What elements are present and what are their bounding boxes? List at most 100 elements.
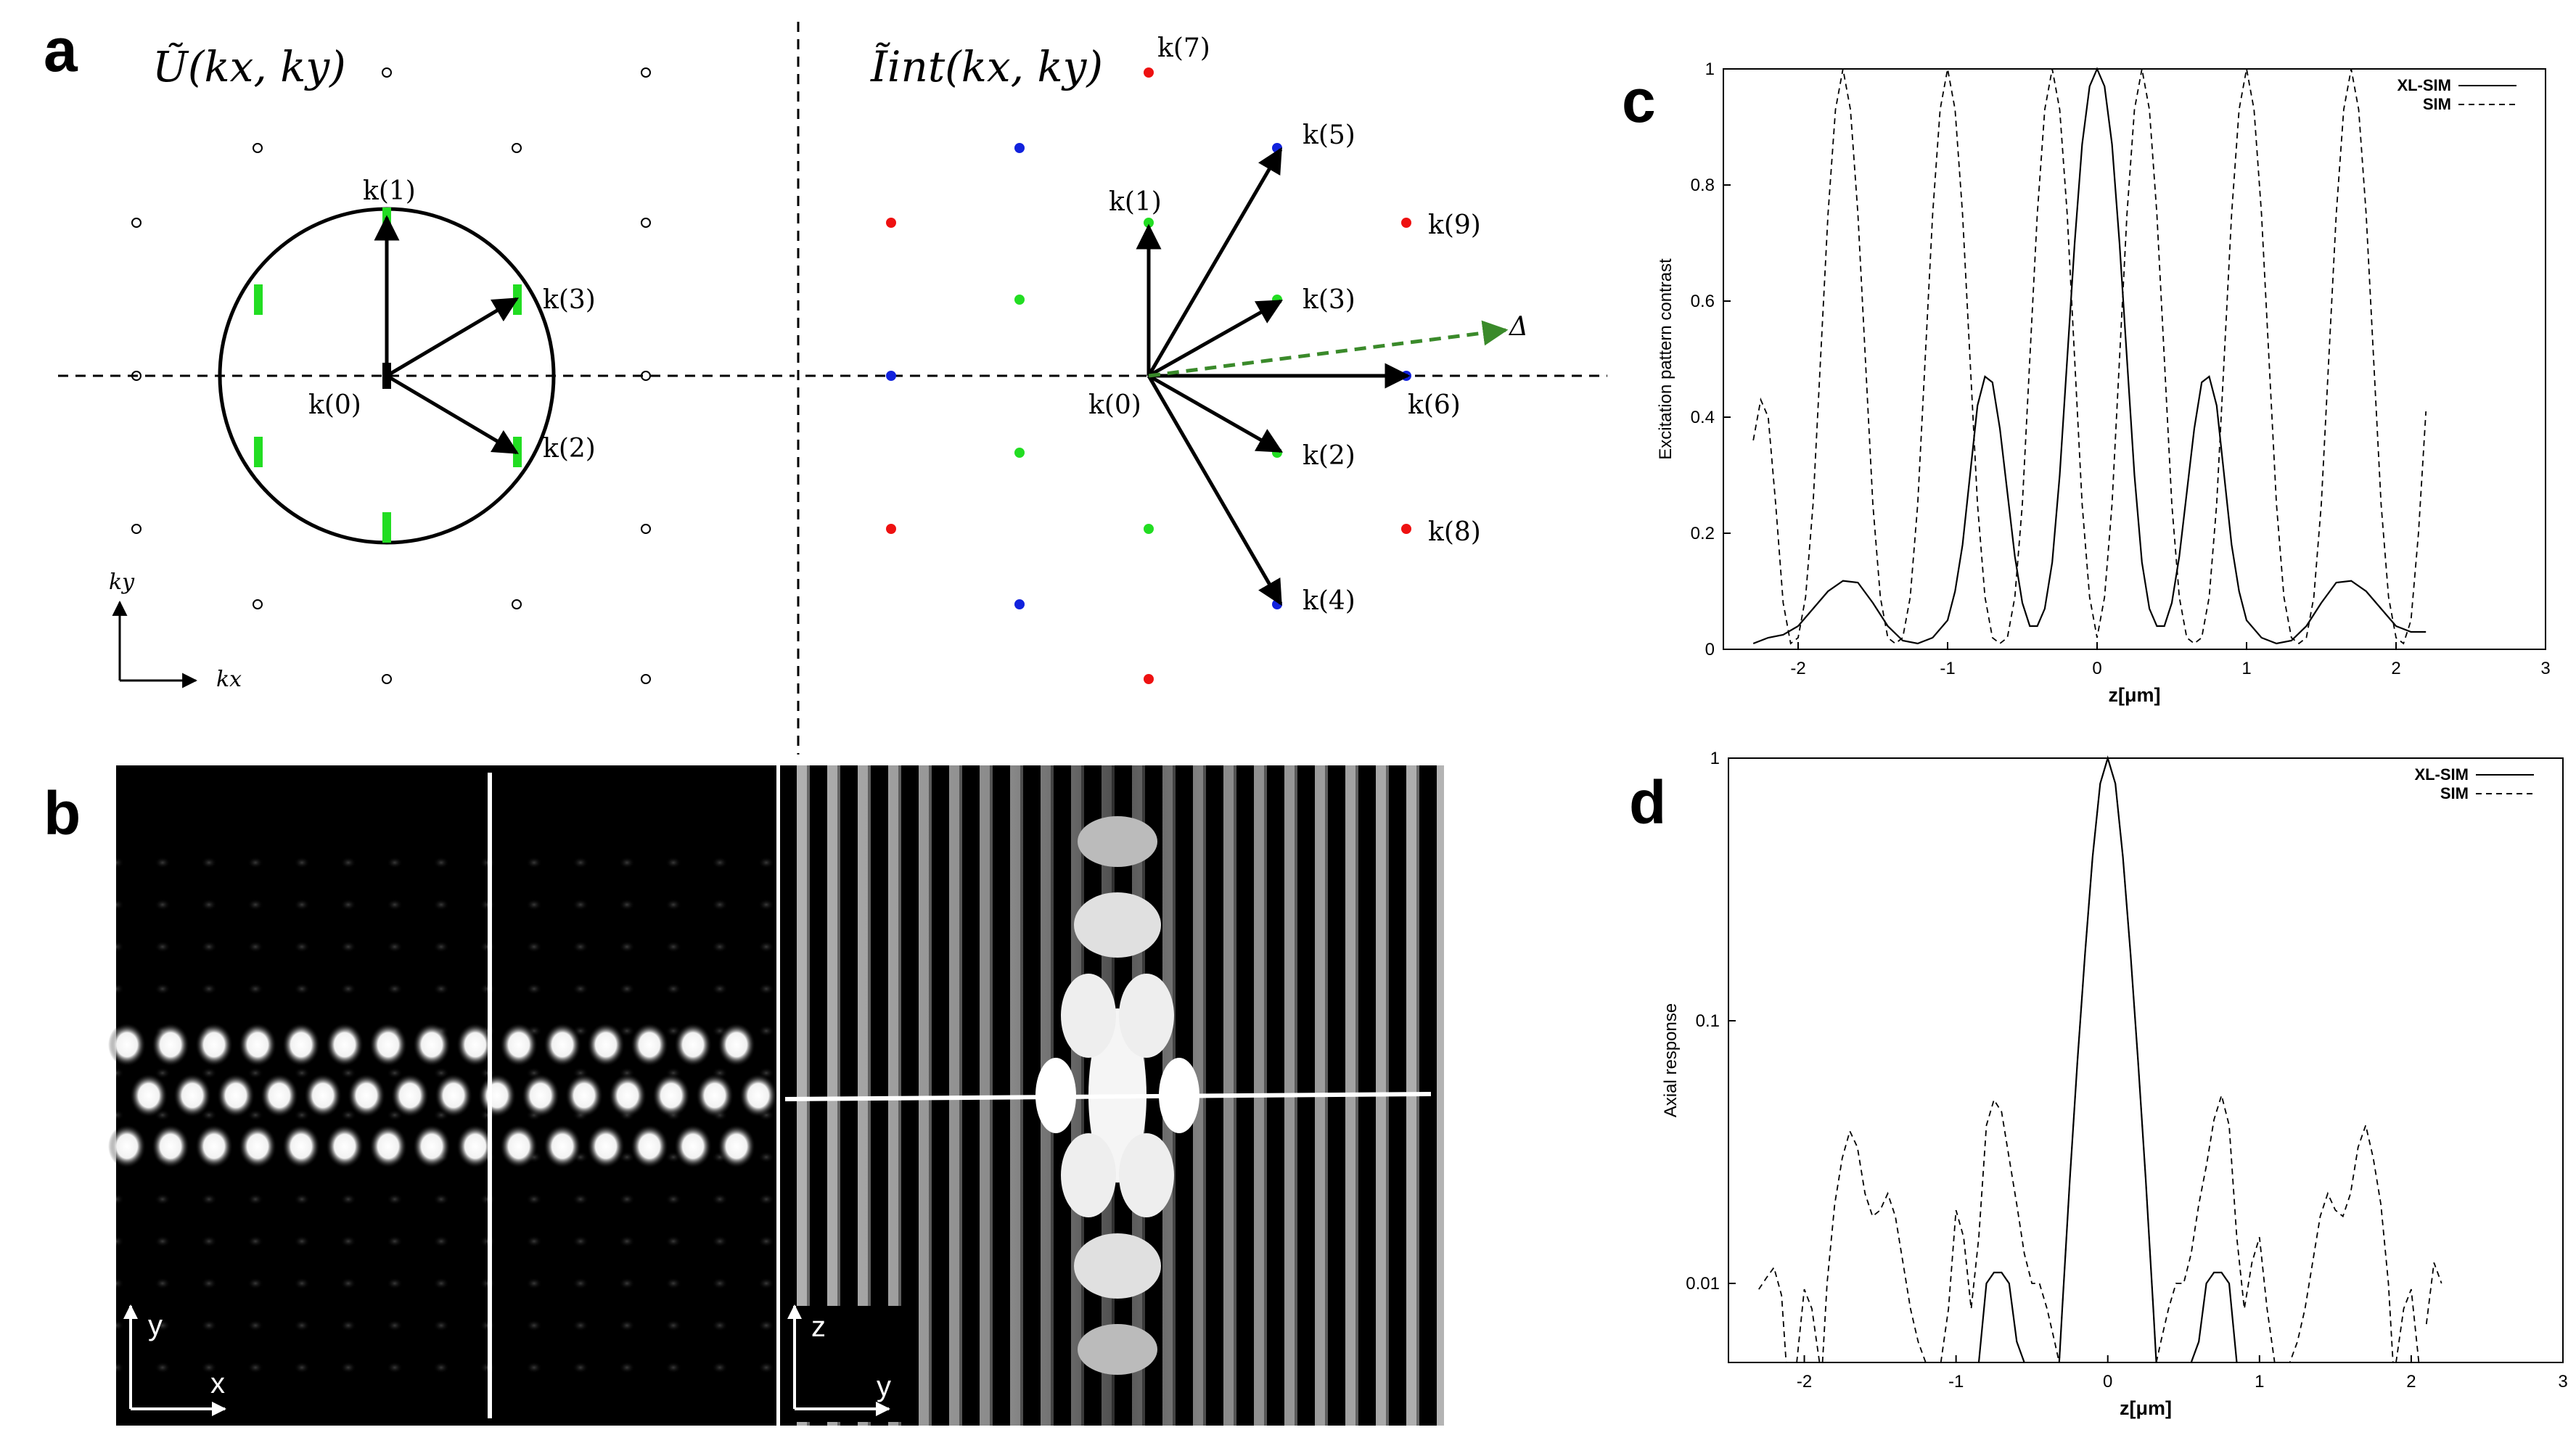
xy-bright-spots — [108, 1023, 777, 1168]
lattice-point — [641, 218, 651, 228]
y-tick-label: 0 — [1705, 640, 1715, 659]
bright-spot — [739, 1074, 777, 1117]
series-sim-line — [2425, 1262, 2442, 1325]
x-tick-label: 0 — [2103, 1372, 2112, 1391]
ky-label: ky — [109, 570, 135, 595]
red-dot — [1401, 218, 1411, 228]
bright-spot — [456, 1023, 494, 1066]
vector-k3 — [385, 297, 520, 378]
lattice-point — [641, 524, 651, 534]
lattice-point — [512, 143, 522, 153]
lattice-point — [131, 218, 141, 228]
label-k7: k(7) — [1157, 33, 1210, 63]
bright-spot — [391, 1074, 429, 1117]
label-k4: k(4) — [1303, 586, 1355, 616]
label-k6: k(6) — [1408, 390, 1461, 420]
bright-spot — [674, 1125, 712, 1168]
series-sim-line — [1752, 68, 2427, 645]
x-tick-label: 0 — [2092, 659, 2101, 678]
bright-spot — [587, 1023, 625, 1066]
vector-k5 — [1147, 147, 1283, 377]
blue-dot — [886, 371, 896, 381]
lobe — [1061, 1133, 1116, 1217]
bright-spot — [152, 1023, 189, 1066]
series-sim-line — [1758, 1266, 1787, 1363]
yz-intensity-image: z y — [780, 765, 1444, 1426]
bright-spot — [369, 1125, 407, 1168]
bright-spot — [282, 1023, 320, 1066]
bright-spot — [718, 1023, 755, 1066]
bright-spot — [261, 1074, 298, 1117]
lattice-point — [131, 524, 141, 534]
xy-axes-indicator: y x — [123, 1304, 226, 1416]
vector-k3 — [1147, 299, 1284, 378]
green-mark — [382, 512, 391, 543]
bright-spot — [500, 1125, 538, 1168]
lattice-point — [382, 67, 392, 78]
green-dot — [1144, 524, 1154, 534]
bright-spot — [587, 1125, 625, 1168]
series-xl-sim-line — [2058, 755, 2157, 1363]
lattice-point — [131, 371, 141, 381]
series-sim-line — [1940, 1098, 2060, 1363]
chart-d: -2 -1 0 1 2 3 0.01 0.1 1 z[μm] Axial response XL-SI… — [1661, 749, 2568, 1419]
x-tick-label: 2 — [2391, 659, 2400, 678]
legend-label: SIM — [2440, 784, 2469, 802]
x-tick-label: 1 — [2241, 659, 2251, 678]
right-vector-labels: k(1) k(0) k(5) k(3) k(2) k(4) k(6) k(7) … — [1088, 33, 1528, 616]
series-xl-sim-line — [2190, 1271, 2238, 1363]
vector-k2 — [385, 374, 520, 455]
bright-spot — [413, 1023, 451, 1066]
y-tick-label: 1 — [1705, 59, 1715, 79]
label-k9: k(9) — [1428, 210, 1481, 240]
lattice-point — [382, 674, 392, 684]
series-sim-line — [1796, 1288, 1821, 1363]
green-dot — [1144, 218, 1154, 228]
label-delta: Δ — [1508, 312, 1528, 342]
panel-a: a Ũ(kx, ky) Ĩint(kx, ky) — [44, 16, 1607, 755]
bright-spot — [108, 1125, 146, 1168]
red-dot — [1144, 67, 1154, 78]
bright-spot — [282, 1125, 320, 1168]
label-k3: k(3) — [543, 285, 596, 315]
bright-spot — [304, 1074, 342, 1117]
red-dot — [886, 524, 896, 534]
xy-intensity-image: y x — [108, 765, 777, 1426]
green-mark — [254, 284, 263, 315]
bright-spot — [500, 1023, 538, 1066]
bright-spot — [674, 1023, 712, 1066]
label-k1: k(1) — [1109, 187, 1162, 217]
lobe — [1074, 892, 1161, 958]
label-k1: k(1) — [363, 176, 416, 206]
label-k0: k(0) — [1088, 390, 1141, 420]
label-k2: k(2) — [543, 434, 596, 464]
y-tick-label: 0.1 — [1696, 1011, 1720, 1031]
bright-spot — [108, 1023, 146, 1066]
kx-label: kx — [216, 667, 242, 692]
bright-spot — [130, 1074, 168, 1117]
xy-horizontal-label: x — [210, 1368, 225, 1399]
series-sim-line — [1821, 1129, 1931, 1363]
blue-dot — [1014, 599, 1025, 609]
yz-line-profile — [784, 1092, 1432, 1101]
bright-spot — [413, 1125, 451, 1168]
bright-spot — [565, 1074, 603, 1117]
y-axis-label: Axial response — [1661, 1003, 1681, 1117]
panel-c: c -2 -1 0 1 2 3 0 0.2 0.4 0.6 0.8 1 z[μm] Excitation … — [1622, 59, 2551, 706]
panel-b-letter: b — [44, 779, 81, 847]
bright-spot — [631, 1023, 668, 1066]
bright-spot — [195, 1125, 233, 1168]
right-title: Ĩint(kx, ky) — [870, 42, 1103, 91]
series-xl-sim-line — [1752, 67, 2427, 645]
series-xl-sim-line — [1977, 1271, 2025, 1363]
bright-spot — [348, 1074, 385, 1117]
label-k8: k(8) — [1428, 517, 1481, 547]
left-lattice — [131, 67, 651, 684]
label-k0: k(0) — [308, 390, 361, 420]
yz-axes-box — [784, 1306, 903, 1422]
series-sim-line — [2058, 755, 2157, 1363]
y-tick-label: 0.2 — [1691, 524, 1715, 543]
left-vector-labels: k(1) k(0) k(3) k(2) — [308, 176, 596, 464]
vector-k4 — [1147, 374, 1283, 607]
legend-label: XL-SIM — [2414, 765, 2469, 784]
